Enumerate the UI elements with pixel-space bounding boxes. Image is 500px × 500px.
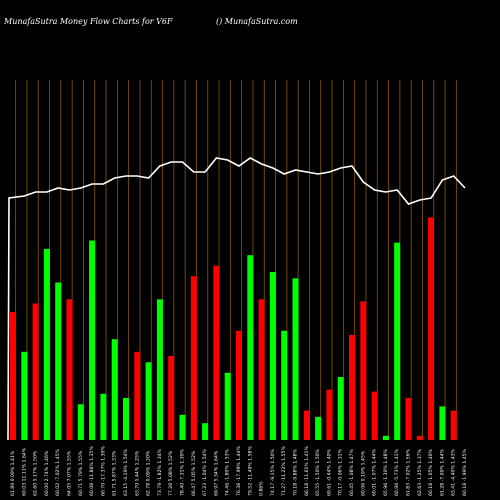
x-tick-label: 61.83 -7.02% 1.56% [406, 448, 412, 496]
x-tick-label: 60.03 11.11% 1.64% [21, 447, 27, 496]
x-tick-label: 71.27 -11.22% 1.55% [281, 446, 287, 496]
x-tick-label: 66.47 5.05% 1.52% [191, 450, 197, 496]
x-tick-label: 60.71 5.79% 1.55% [78, 450, 84, 496]
money-flow-bar [168, 356, 175, 440]
money-flow-bar [428, 217, 435, 440]
money-flow-bar [66, 299, 73, 440]
x-tick-label: 0.86% [259, 481, 265, 496]
money-flow-bar [236, 330, 242, 440]
x-tick-label: 67.23 -1.04% 1.54% [202, 448, 208, 496]
money-flow-bar [224, 372, 231, 440]
money-flow-bar [21, 351, 28, 440]
money-flow-bar [213, 265, 220, 440]
money-flow-bar [303, 410, 310, 440]
x-tick-label: 65.96 -1.30% 1.48% [383, 448, 389, 496]
x-tick-label: 78.40 -7.31% 1.30% [180, 448, 186, 496]
money-flow-bar [439, 406, 446, 440]
x-tick-label: 70.17 -0.06% 1.31% [338, 448, 344, 496]
x-tick-label: 76.38 -17.99% 1.44% [236, 446, 242, 496]
x-tick-label: 66.18 -11.61% 1.41% [304, 446, 310, 496]
x-tick-label: 77.28 5.08% 1.52% [168, 450, 174, 496]
x-tick-label: 60.06 0.19% 1.45% [360, 450, 366, 496]
money-flow-bar [190, 276, 197, 440]
site-credit: () MunafaSutra.com [216, 17, 298, 26]
money-flow-bar [123, 398, 129, 440]
x-tick-label: 65.55 -1.50% 1.50% [315, 448, 321, 496]
x-tick-label: 74.17 -9.15% 1.50% [270, 448, 276, 496]
money-flow-bar [43, 248, 50, 440]
money-flow-bar [382, 435, 389, 440]
money-flow-bar [326, 389, 333, 440]
money-flow-bar [349, 335, 355, 440]
x-tick-label: 79.52 -11.49% 1.58% [247, 446, 253, 496]
x-tick-label: 70.18 -9.88% 1.48% [293, 448, 299, 496]
money-flow-bar [292, 278, 299, 440]
x-tick-label: 61.71 5.87% 1.33% [112, 450, 118, 496]
money-flow-bar [156, 299, 163, 440]
money-flow-bar [145, 362, 152, 440]
money-flow-bar [134, 351, 141, 440]
money-flow-bar [269, 272, 276, 440]
x-tick-label: 60.08 -11.86% 1.35% [89, 446, 95, 496]
x-tick-label: 61.28 -7.09% 1.44% [439, 448, 445, 496]
money-flow-bar [89, 240, 96, 440]
money-flow-bar [111, 339, 118, 440]
money-flow-bar [202, 423, 209, 440]
money-flow-bar [394, 242, 401, 440]
x-tick-label: 62.60 5.17% 1.50% [33, 450, 39, 496]
money-flow-bar [281, 330, 288, 440]
money-flow-bar [360, 301, 367, 440]
x-tick-label: 60.96 -5.73% 1.41% [394, 448, 400, 496]
money-flow-bar [247, 255, 254, 440]
x-tick-label: 60.00 2.74% 1.46% [44, 450, 50, 496]
x-tick-label: 62.78 0.09% 1.20% [146, 450, 152, 496]
money-flow-bar [100, 393, 107, 440]
chart-header: MunafaSutra Money Flow Charts for V6F ()… [0, 6, 500, 26]
x-tick-label: 63.41 -4.40% 1.43% [451, 448, 457, 496]
x-tick-label: 63.70 5.44% 1.25% [134, 450, 140, 496]
money-flow-bar [77, 404, 84, 440]
x-tick-label: 61.89 0.09% 1.41% [10, 450, 16, 496]
money-flow-bar [337, 377, 344, 440]
money-flow-bar [55, 282, 62, 440]
money-flow-bar [315, 416, 322, 440]
x-tick-label: 60.18 -1.99% 1.45% [462, 448, 468, 496]
money-flow-bar [405, 398, 412, 440]
x-tick-label: 64.05 7.07% 1.55% [67, 450, 73, 496]
chart-title: MunafaSutra Money Flow Charts for V6F [4, 17, 173, 26]
money-flow-bar [258, 299, 265, 440]
x-tick-label: 60.01 -1.07% 1.44% [372, 448, 378, 496]
x-tick-label: 60.18 -1.05% 1.40% [428, 448, 434, 496]
money-flow-bar [450, 410, 457, 440]
x-tick-label: 60.02 -7.02% 1.45% [55, 448, 61, 496]
x-tick-label: 62.63 -1.25% 1.37% [417, 448, 423, 496]
money-flow-bar [32, 303, 39, 440]
x-tick-label: 60.45 -1.08% 1.47% [349, 448, 355, 496]
x-tick-label: 60.70 -17.37% 1.30% [100, 446, 106, 496]
money-flow-bar [416, 435, 423, 440]
x-tick-label: 73.79 -1.82% 1.34% [157, 448, 163, 496]
price-line [7, 157, 466, 441]
money-flow-bar [179, 414, 186, 440]
money-flow-bar [371, 391, 378, 440]
money-flow-bar [10, 311, 16, 440]
x-tick-label: 69.61 -0.44% 1.40% [326, 448, 332, 496]
x-tick-label: 63.15 -4.19% 1.54% [123, 448, 129, 496]
x-tick-label: 74.46 -1.80% 1.53% [225, 448, 231, 496]
x-tick-label: 69.97 5.34% 1.64% [213, 450, 219, 496]
